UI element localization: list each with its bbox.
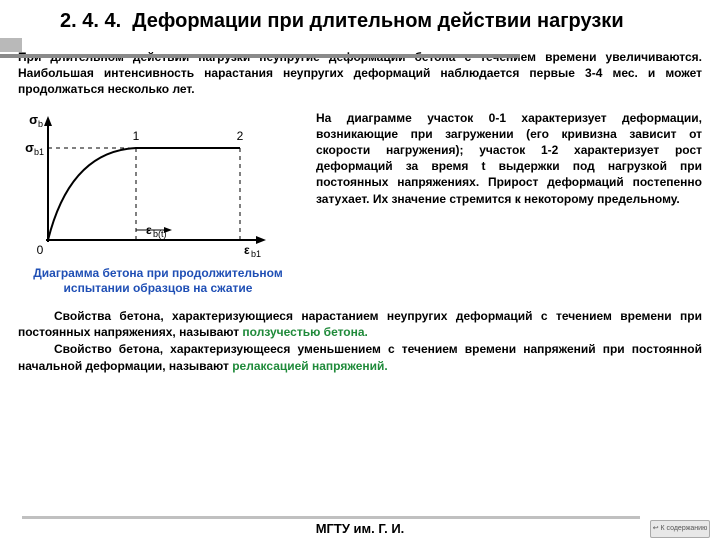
description-column: На диаграмме участок 0-1 характеризует д… [316, 110, 702, 296]
footer: МГТУ им. Г. И. ↩ К содержанию [0, 514, 720, 540]
paragraph-creep: Свойства бетона, характеризующиеся нарас… [18, 308, 702, 342]
figure-caption: Диаграмма бетона при продолжительном исп… [18, 266, 298, 296]
footer-org: МГТУ им. Г. И. [316, 521, 405, 536]
bottom-paragraphs: Свойства бетона, характеризующиеся нарас… [0, 300, 720, 379]
footer-line [22, 516, 640, 519]
decor-underline [0, 54, 520, 58]
back-icon: ↩ [653, 525, 661, 532]
svg-text:1: 1 [133, 129, 140, 143]
svg-text:0: 0 [37, 243, 44, 257]
back-label: К содержанию [661, 525, 708, 532]
svg-text:ε: ε [244, 243, 250, 257]
svg-text:2: 2 [237, 129, 244, 143]
term-creep: ползучестью бетона. [242, 325, 367, 339]
decor-stripe [0, 38, 22, 52]
svg-text:b1: b1 [34, 147, 44, 157]
svg-text:b: b [38, 119, 43, 129]
section-title: Деформации при длительном действии нагру… [132, 10, 623, 32]
svg-text:σ: σ [25, 140, 34, 155]
figure-column: σb σb1 0 1 2 εb(t) εb1 Диаграмма бетона … [18, 110, 298, 296]
section-number: 2. 4. 4. [60, 10, 121, 32]
paragraph-relaxation: Свойство бетона, характеризующееся умень… [18, 341, 702, 375]
stress-strain-chart: σb σb1 0 1 2 εb(t) εb1 [18, 110, 278, 260]
page-title: 2. 4. 4. Деформации при длительном дейст… [60, 10, 700, 33]
mid-row: σb σb1 0 1 2 εb(t) εb1 Диаграмма бетона … [0, 106, 720, 300]
term-relaxation: релаксацией напряжений. [232, 359, 387, 373]
intro-text: При длительном действии нагрузки неупруг… [0, 39, 720, 106]
description-text: На диаграмме участок 0-1 характеризует д… [316, 110, 702, 207]
chart-svg: σb σb1 0 1 2 εb(t) εb1 [18, 110, 278, 260]
svg-text:σ: σ [29, 112, 38, 127]
header: 2. 4. 4. Деформации при длительном дейст… [0, 0, 720, 39]
svg-text:b1: b1 [251, 249, 261, 259]
back-button[interactable]: ↩ К содержанию [650, 520, 710, 538]
